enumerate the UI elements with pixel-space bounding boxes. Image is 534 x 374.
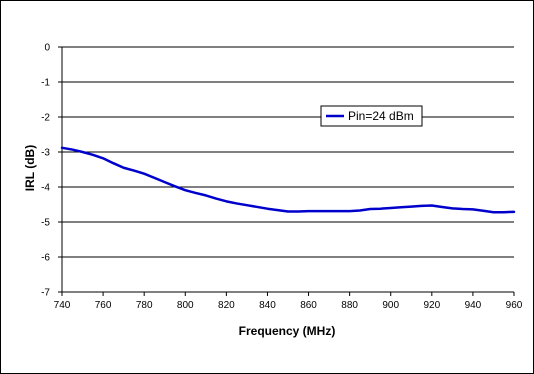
x-tick-label-5: 840	[259, 300, 276, 311]
y-tick-label-6: -6	[41, 253, 50, 264]
x-tick-label-11: 960	[506, 300, 523, 311]
gridlines	[62, 46, 514, 258]
x-tick-label-8: 900	[382, 300, 399, 311]
x-tick-label-6: 860	[300, 300, 317, 311]
y-tick-labels: 0 -1 -2 -3 -4 -5 -6 -7	[41, 43, 50, 299]
y-axis-title: IRL (dB)	[23, 145, 37, 191]
y-tick-label-3: -3	[41, 148, 50, 159]
x-tick-label-10: 940	[465, 300, 482, 311]
x-tick-label-3: 800	[177, 300, 194, 311]
y-tick-label-2: -2	[41, 113, 50, 124]
y-tick-label-7: -7	[41, 288, 50, 299]
plot-background	[62, 47, 514, 292]
y-tick-label-1: -1	[41, 78, 50, 89]
x-tick-label-7: 880	[341, 300, 358, 311]
series-layer	[60, 146, 516, 214]
x-tick-label-0: 740	[54, 300, 71, 311]
y-tick-label-5: -5	[41, 218, 50, 229]
legend-label: Pin=24 dBm	[348, 109, 414, 123]
plot-area	[62, 47, 514, 292]
y-tick-label-0: 0	[44, 43, 50, 54]
x-tick-labels: 740 760 780 800 820 840 860 880 900 920 940 960	[54, 300, 523, 311]
x-tick-label-2: 780	[136, 300, 153, 311]
series-line-0	[60, 146, 516, 214]
x-axis-title: Frequency (MHz)	[239, 324, 336, 338]
y-tick-label-4: -4	[41, 183, 50, 194]
x-tick-label-9: 920	[423, 300, 440, 311]
axes	[58, 46, 515, 296]
x-tick-label-4: 820	[218, 300, 235, 311]
x-tick-label-1: 760	[95, 300, 112, 311]
legend-box	[320, 105, 423, 127]
legend: Pin=24 dBm	[320, 105, 423, 127]
